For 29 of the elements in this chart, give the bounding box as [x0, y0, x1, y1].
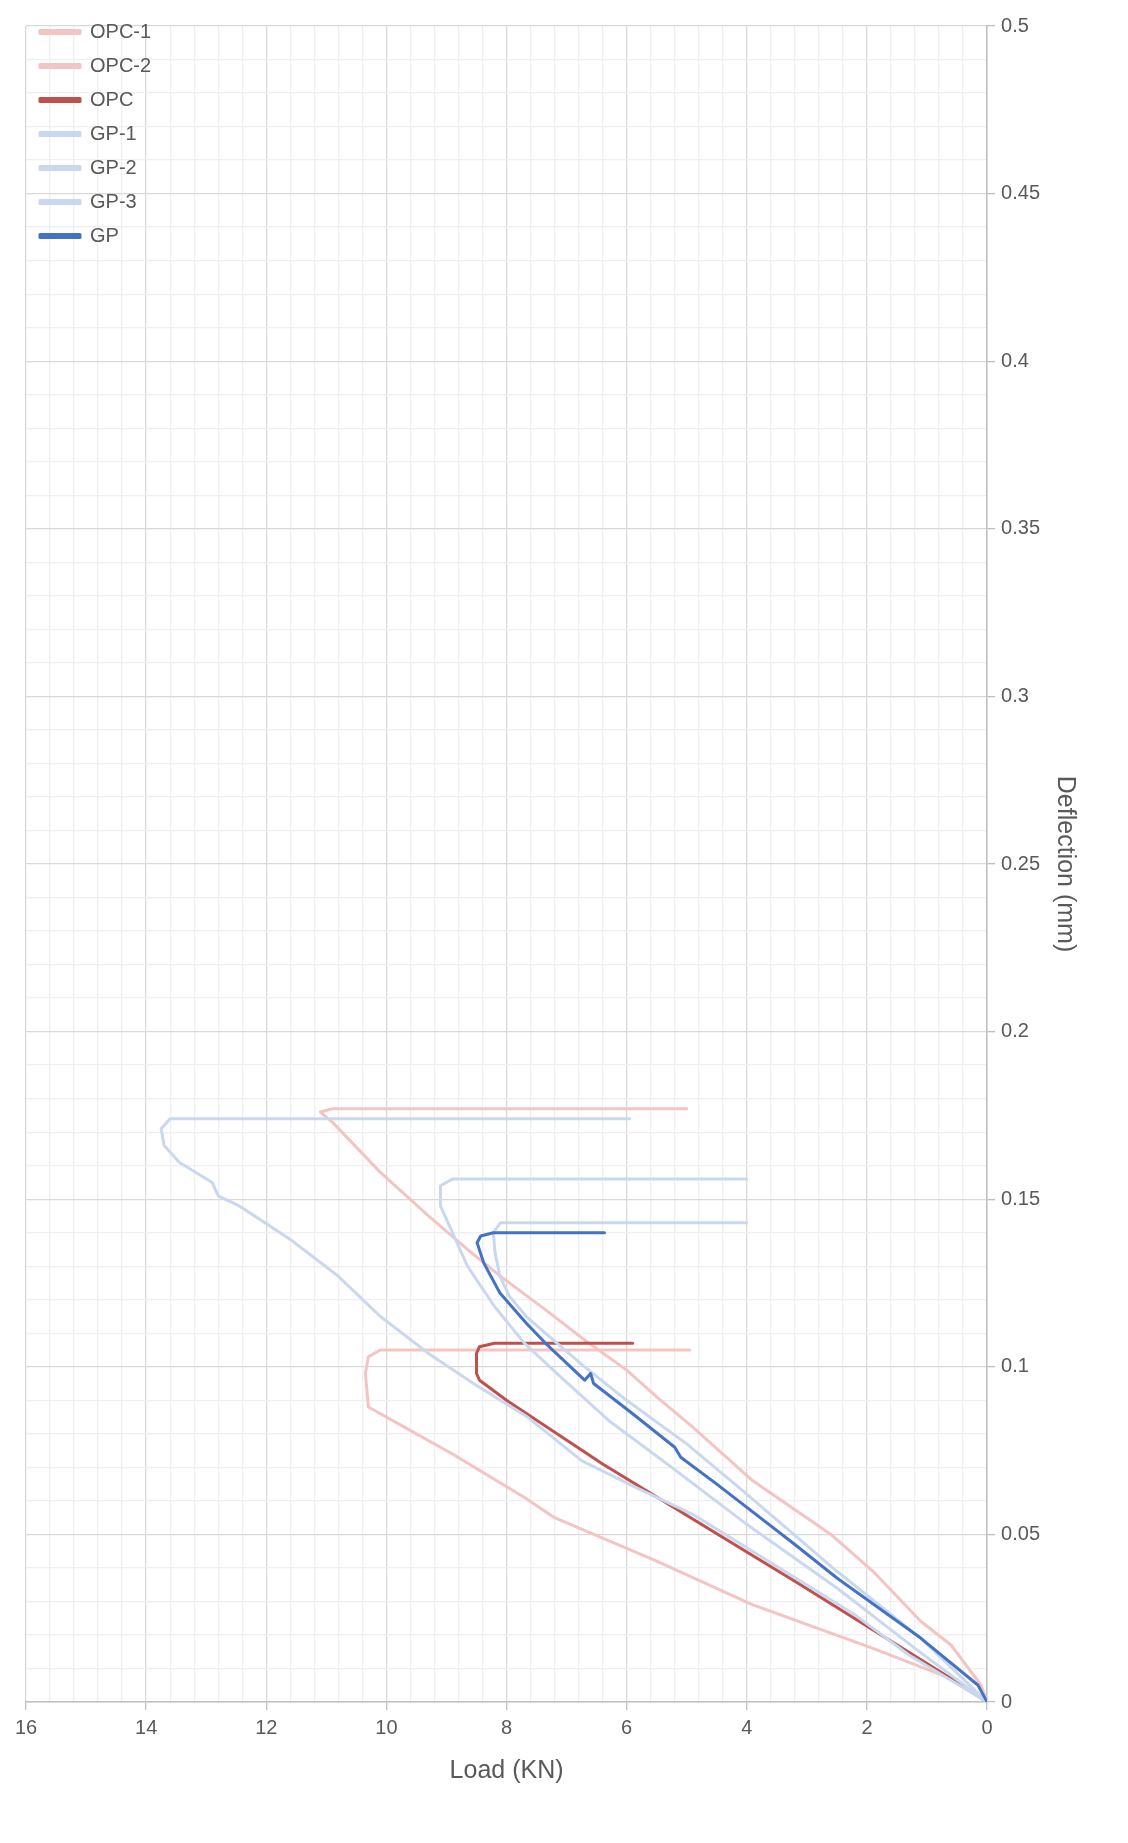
legend-label: OPC-1: [90, 19, 152, 42]
legend-label: GP-2: [90, 155, 137, 178]
x-tick-label: 0: [981, 1715, 993, 1738]
x-tick-label: 12: [255, 1715, 278, 1738]
y-axis-title: Deflection (mm): [1053, 775, 1082, 953]
legend-label: OPC-2: [90, 53, 152, 76]
y-tick-label: 0.35: [1001, 516, 1041, 539]
legend-label: GP-3: [90, 189, 137, 212]
y-tick-label: 0.1: [1001, 1354, 1029, 1377]
x-tick-label: 10: [375, 1715, 398, 1738]
x-tick-label: 16: [14, 1715, 38, 1738]
legend-label: OPC: [90, 87, 134, 110]
x-tick-label: 4: [741, 1715, 753, 1738]
x-axis-title: Load (KN): [449, 1754, 564, 1783]
legend-label: GP: [90, 223, 119, 246]
x-tick-label: 6: [621, 1715, 633, 1738]
y-tick-label: 0: [1001, 1689, 1013, 1712]
y-tick-label: 0.4: [1001, 348, 1029, 371]
y-tick-label: 0.5: [1001, 13, 1029, 36]
x-tick-label: 14: [135, 1715, 158, 1738]
y-tick-label: 0.05: [1001, 1521, 1041, 1544]
y-tick-label: 0.45: [1001, 181, 1041, 204]
y-tick-label: 0.2: [1001, 1019, 1029, 1042]
x-tick-label: 2: [861, 1715, 873, 1738]
y-tick-label: 0.3: [1001, 683, 1029, 706]
legend-label: GP-1: [90, 121, 137, 144]
x-tick-label: 8: [500, 1715, 513, 1738]
y-tick-label: 0.15: [1001, 1186, 1041, 1209]
y-tick-label: 0.25: [1001, 851, 1041, 874]
